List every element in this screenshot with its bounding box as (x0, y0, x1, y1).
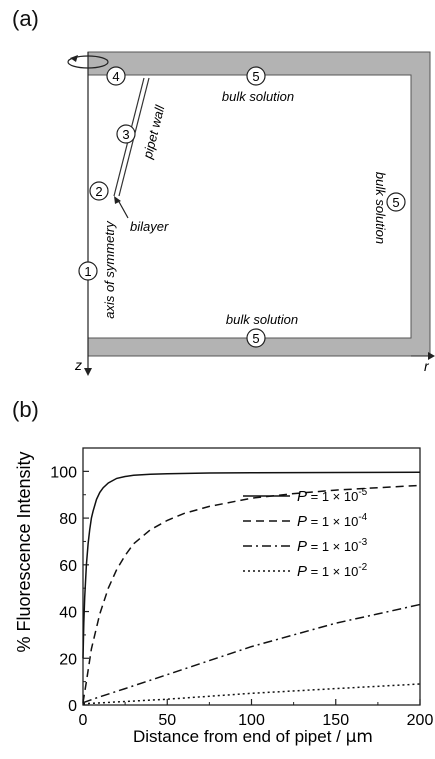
boundary-marker-5-right: 5 (386, 192, 406, 212)
label-axis-of-symmetry: axis of symmetry (102, 220, 117, 319)
svg-text:1: 1 (84, 264, 91, 279)
chart-legend: P = 1 × 10-5 P = 1 × 10-4 P = 1 × 10-3 P = … (243, 487, 368, 580)
rotation-arrow-icon (70, 55, 78, 62)
series-line-1 (82, 471, 421, 659)
boundary-marker-5-top: 5 (246, 66, 266, 86)
label-r-axis: r (424, 358, 430, 374)
x-tick-label: 150 (322, 712, 349, 729)
label-bulk-right: bulk solution (373, 172, 388, 244)
x-tick-label: 200 (407, 712, 434, 729)
series-line-3 (82, 603, 421, 704)
y-tick-label: 60 (59, 558, 77, 575)
chart-series-group (82, 471, 421, 705)
boundary-marker-4: 4 (106, 66, 126, 86)
legend-entry-4: P = 1 × 10-2 (297, 562, 368, 580)
r-axis-arrow (428, 352, 435, 360)
svg-text:2: 2 (95, 184, 102, 199)
inner-domain (87, 74, 412, 339)
panel-b-label: (b) (12, 397, 39, 422)
x-axis-label-unit: μm (346, 727, 373, 747)
z-axis-arrow (84, 368, 92, 376)
panel-a-label: (a) (12, 6, 39, 31)
label-bulk-top: bulk solution (222, 89, 294, 104)
boundary-marker-5-bottom: 5 (246, 328, 266, 348)
y-tick-label: 80 (59, 511, 77, 528)
bilayer-pointer-arrow (114, 196, 121, 204)
boundary-marker-2: 2 (89, 181, 109, 201)
legend-entry-2: P = 1 × 10-4 (297, 512, 368, 530)
x-axis-label-text: Distance from end of pipet / (133, 727, 346, 746)
svg-text:5: 5 (252, 331, 259, 346)
simulation-domain-diagram: 1 2 3 4 5 5 5 bulk solution bulk solutio… (67, 51, 435, 376)
rotation-symbol-icon (67, 55, 109, 69)
x-tick-label: 100 (238, 712, 265, 729)
boundary-marker-1: 1 (78, 261, 98, 281)
plot-frame (82, 447, 421, 706)
svg-text:5: 5 (392, 195, 399, 210)
label-bilayer: bilayer (130, 219, 169, 234)
svg-text:3: 3 (122, 127, 129, 142)
x-axis-label: Distance from end of pipet / μm (133, 727, 373, 747)
y-tick-label: 0 (68, 698, 77, 715)
series-line-4 (82, 683, 421, 705)
y-tick-label: 20 (59, 651, 77, 668)
label-z-axis: z (74, 357, 82, 373)
y-tick-label: 100 (50, 464, 77, 481)
series-line-2 (82, 484, 421, 703)
svg-text:4: 4 (112, 69, 119, 84)
y-tick-label: 40 (59, 605, 77, 622)
label-bulk-bottom: bulk solution (226, 312, 298, 327)
legend-entry-3: P = 1 × 10-3 (297, 537, 368, 555)
chart-axes: 0 50 100 150 200 0 20 40 60 80 100 (50, 447, 434, 729)
bilayer-pointer-line (117, 199, 129, 219)
legend-entry-1: P = 1 × 10-5 (297, 487, 368, 505)
boundary-marker-3: 3 (116, 124, 136, 144)
x-tick-label: 0 (79, 712, 88, 729)
x-tick-label: 50 (158, 712, 176, 729)
y-axis-label: % Fluorescence Intensity (14, 451, 34, 652)
svg-text:5: 5 (252, 69, 259, 84)
